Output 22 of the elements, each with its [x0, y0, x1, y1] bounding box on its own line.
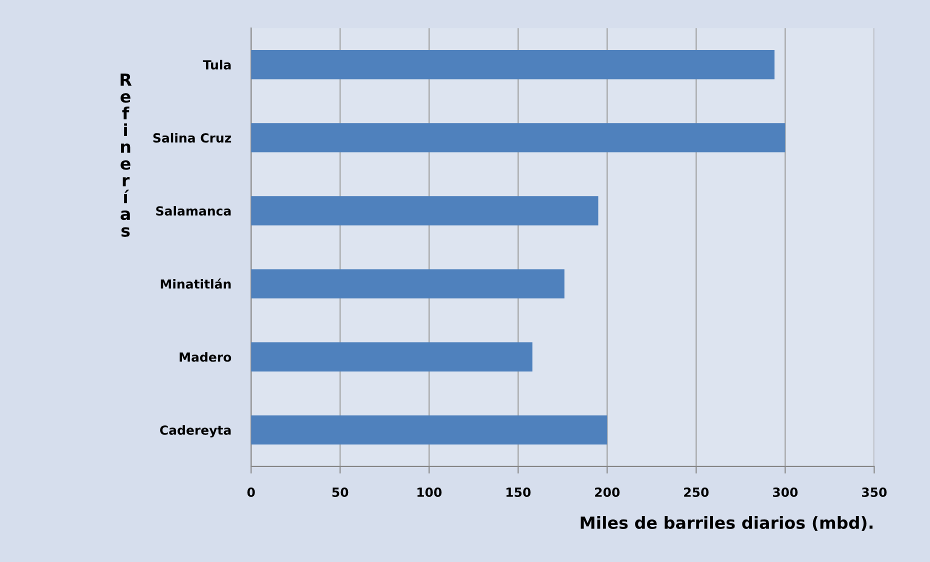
x-tick-label: 300	[772, 488, 798, 497]
text: Refinerías	[120, 74, 132, 237]
x-tick-label: 100	[417, 488, 442, 497]
bar	[251, 50, 775, 80]
x-tick-label: 350	[862, 488, 887, 497]
bar	[251, 196, 598, 226]
y-tick-label: Salamanca	[156, 206, 231, 216]
y-tick-label: Minatitlán	[160, 278, 231, 289]
y-tick-label: Tula	[202, 60, 231, 70]
bar	[251, 269, 564, 298]
x-tick-label: 50	[332, 488, 348, 497]
x-tick-label: 0	[247, 488, 255, 497]
y-tick-label: Salina Cruz	[153, 132, 232, 143]
y-tick-label: Cadereyta	[160, 425, 231, 438]
y-tick-label: Madero	[180, 352, 232, 362]
x-axis-title: Miles de barriles diarios (mbd).	[580, 516, 872, 531]
x-tick-label: 250	[684, 488, 709, 497]
x-tick-label: 200	[595, 488, 620, 497]
bar	[251, 342, 532, 372]
x-tick-label: 150	[506, 488, 531, 497]
bar	[251, 415, 608, 445]
bar	[251, 123, 786, 152]
